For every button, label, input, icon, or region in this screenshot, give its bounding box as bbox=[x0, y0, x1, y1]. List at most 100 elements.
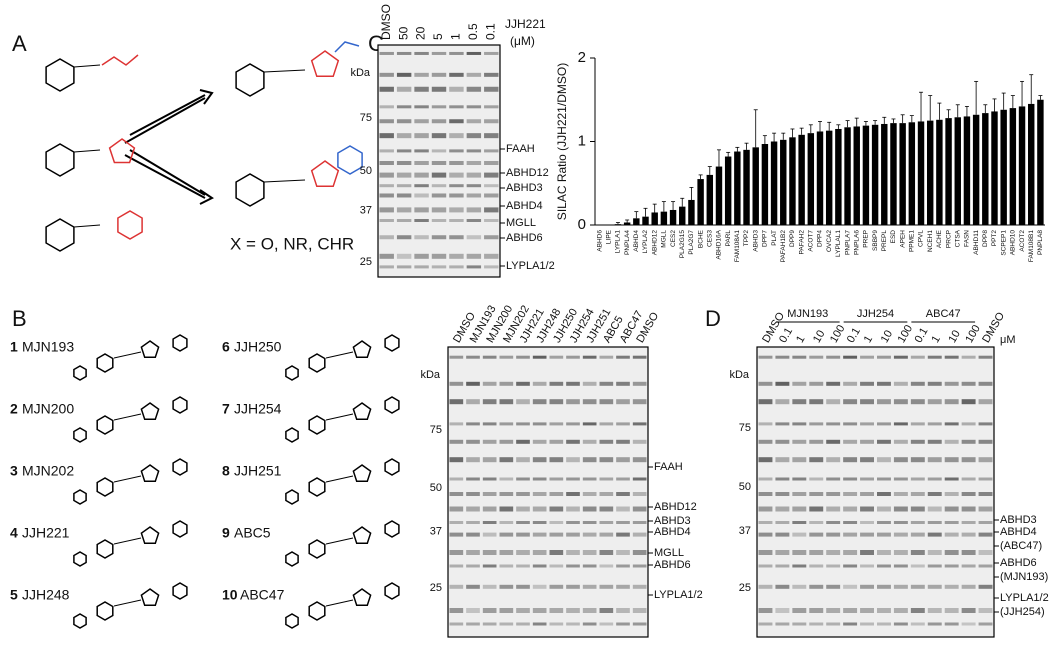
gel-band bbox=[499, 622, 514, 626]
gel-band bbox=[792, 381, 807, 386]
band-label: ABHD4 bbox=[1000, 526, 1037, 538]
gel-band bbox=[466, 492, 480, 496]
gel-band bbox=[758, 608, 773, 613]
gel-band bbox=[961, 584, 976, 589]
band-label: MGLL bbox=[654, 547, 684, 559]
gel-band bbox=[549, 439, 564, 444]
lane-label: DMSO bbox=[379, 4, 393, 40]
x-tick-label: CTSA bbox=[954, 229, 961, 247]
gel-band bbox=[449, 51, 464, 55]
gel-band bbox=[893, 521, 908, 524]
gel-band bbox=[431, 161, 447, 165]
gel-band bbox=[466, 235, 482, 240]
lane-label: 0.1 bbox=[913, 326, 931, 345]
compound-name: MJN193 bbox=[22, 339, 74, 355]
gel-band bbox=[978, 584, 993, 589]
ring bbox=[352, 464, 372, 483]
gel-band bbox=[599, 521, 614, 524]
gel-band bbox=[978, 399, 993, 405]
gel-band bbox=[775, 422, 790, 426]
ring bbox=[235, 63, 265, 97]
bar bbox=[1018, 106, 1026, 225]
gel-band bbox=[582, 399, 597, 405]
gel-band bbox=[893, 422, 908, 426]
unit-label: μM bbox=[1000, 334, 1016, 346]
gel-band bbox=[893, 564, 908, 568]
gel-band bbox=[532, 521, 547, 524]
gel-band bbox=[466, 550, 480, 555]
lane-label: 1 bbox=[449, 33, 463, 40]
gel-band bbox=[482, 608, 497, 613]
gel-band bbox=[449, 477, 464, 481]
gel-band bbox=[484, 207, 499, 213]
gel-band bbox=[396, 207, 412, 213]
compound-number: 9 bbox=[222, 525, 230, 541]
x-tick-label: ACOT7 bbox=[808, 230, 815, 252]
bar bbox=[853, 126, 860, 225]
y-tick-label: 1 bbox=[578, 132, 586, 149]
ring bbox=[172, 396, 188, 414]
ring bbox=[45, 58, 75, 92]
gel-band bbox=[860, 477, 874, 481]
gel-band bbox=[758, 457, 773, 463]
gel-band bbox=[978, 506, 993, 512]
ring bbox=[108, 138, 136, 164]
compound-name: MJN202 bbox=[22, 463, 74, 479]
ring bbox=[172, 582, 188, 600]
gel-band bbox=[927, 622, 942, 626]
bar bbox=[734, 151, 741, 225]
gel-band bbox=[582, 608, 597, 613]
gel-band bbox=[860, 399, 874, 405]
band-label: ABHD12 bbox=[654, 501, 697, 513]
gel-band bbox=[927, 355, 942, 359]
ring bbox=[73, 489, 87, 505]
gel-band bbox=[466, 149, 482, 153]
gel-band bbox=[775, 477, 790, 481]
gel-band bbox=[431, 253, 447, 259]
bar bbox=[660, 211, 668, 225]
compound-number: 2 bbox=[10, 401, 18, 417]
ring bbox=[308, 601, 326, 621]
bond bbox=[325, 351, 354, 359]
gel-band bbox=[582, 532, 597, 537]
bar bbox=[908, 122, 916, 225]
bar bbox=[881, 123, 888, 225]
x-tick-label: ABHD11 bbox=[973, 230, 980, 255]
bar bbox=[633, 218, 640, 225]
gel-band bbox=[632, 532, 647, 537]
gel-band bbox=[549, 608, 564, 613]
gel-band bbox=[944, 532, 959, 537]
gel-band bbox=[516, 422, 530, 426]
gel-band bbox=[516, 584, 530, 589]
gel-band bbox=[566, 550, 580, 555]
gel-band bbox=[893, 532, 908, 537]
gel-band bbox=[809, 477, 824, 481]
gel-band bbox=[616, 622, 630, 626]
x-tick-label: PRCP bbox=[945, 230, 952, 248]
gel-band bbox=[431, 72, 447, 77]
x-tick-label: PAFAH2 bbox=[798, 230, 805, 255]
gel-band bbox=[449, 119, 464, 124]
unit-label: (μM) bbox=[510, 34, 535, 48]
gel-band bbox=[910, 521, 925, 524]
x-tick-label: ABHD16A bbox=[716, 229, 723, 259]
gel-band bbox=[549, 521, 564, 524]
gel-band bbox=[792, 532, 807, 537]
gel-band bbox=[826, 564, 841, 568]
kda-label: kDa bbox=[729, 369, 749, 381]
y-tick-label: 2 bbox=[578, 49, 586, 66]
lane-label: 1 bbox=[862, 334, 875, 345]
gel-band bbox=[944, 399, 959, 405]
compound-name: MJN200 bbox=[22, 401, 74, 417]
gel-band bbox=[414, 86, 429, 92]
gel-band bbox=[792, 477, 807, 481]
gel-band bbox=[758, 439, 773, 444]
bar bbox=[871, 124, 879, 225]
gel-band bbox=[893, 506, 908, 512]
gel-band bbox=[826, 399, 841, 405]
gel-band bbox=[396, 253, 412, 259]
gel-band bbox=[449, 265, 464, 269]
ring bbox=[308, 415, 326, 435]
gel-band bbox=[809, 381, 824, 386]
